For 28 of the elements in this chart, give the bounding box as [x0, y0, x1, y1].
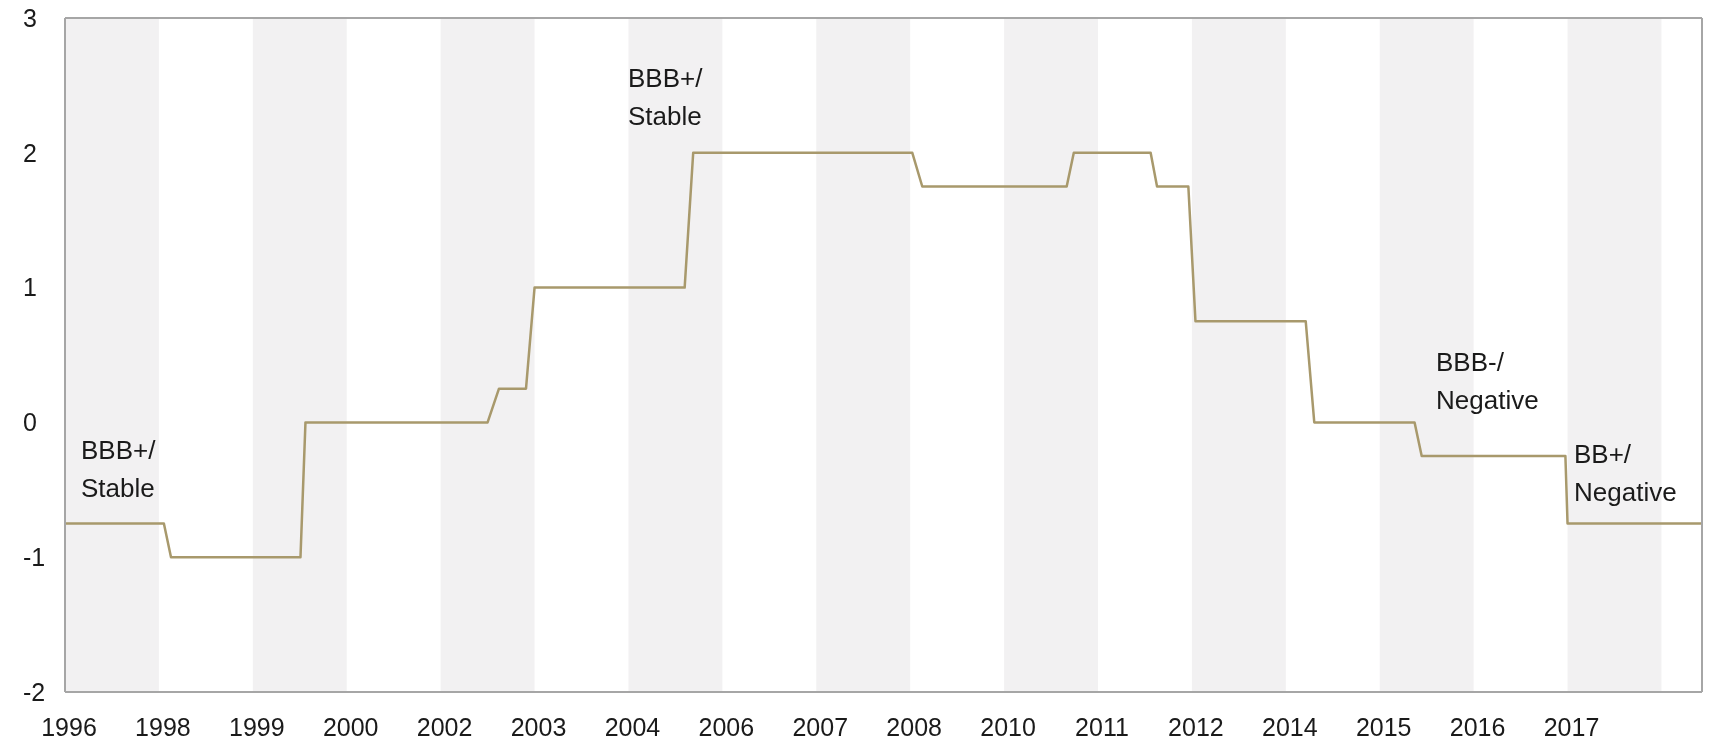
y-tick-label: -2 [23, 677, 46, 706]
x-tick-label: 1996 [41, 712, 97, 741]
x-tick-label: 2012 [1168, 712, 1224, 741]
x-tick-label: 2010 [980, 712, 1036, 741]
x-tick-label: 2006 [698, 712, 755, 741]
annotation: BBB-/ Negative [1436, 346, 1539, 417]
x-tick-label: 2008 [886, 712, 942, 741]
x-tick-label: 2011 [1075, 712, 1129, 741]
line-series [65, 151, 1702, 559]
x-tick-label: 2000 [322, 712, 379, 741]
y-tick-label: 0 [23, 408, 37, 437]
x-tick-label: 1998 [135, 712, 191, 741]
x-tick-label: 2002 [416, 712, 473, 741]
y-tick-label: -1 [23, 543, 46, 572]
x-tick-label: 2017 [1543, 712, 1600, 741]
y-tick-label: 2 [23, 138, 37, 167]
x-tick-label: 2014 [1262, 712, 1318, 741]
x-tick-label: 2004 [604, 712, 661, 741]
annotation: BBB+/ Stable [81, 434, 156, 505]
y-tick-label: 3 [23, 3, 37, 32]
x-tick-label: 2015 [1355, 712, 1412, 741]
x-tick-label: 2007 [792, 712, 849, 741]
y-tick-label: 1 [23, 273, 37, 302]
x-tick-label: 1999 [229, 712, 285, 741]
x-tick-label: 2003 [510, 712, 567, 741]
annotation: BBB+/ Stable [628, 62, 703, 133]
x-tick-label: 2016 [1449, 712, 1506, 741]
annotation: BB+/ Negative [1574, 438, 1677, 509]
